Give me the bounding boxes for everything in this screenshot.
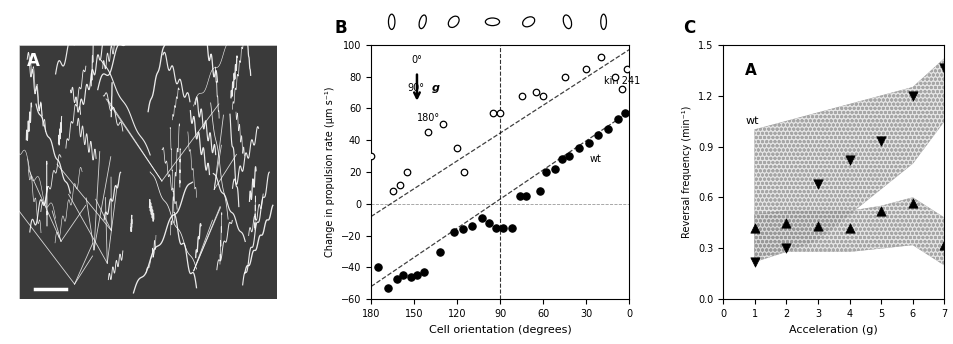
Point: [392, 182, 407, 187]
Text: C: C: [682, 19, 695, 37]
Point: [370, 265, 385, 270]
Point: [456, 169, 472, 175]
Text: kin 241: kin 241: [603, 76, 639, 86]
Point: [590, 133, 605, 138]
Point: [455, 226, 470, 232]
Point: [746, 225, 761, 231]
Text: wt: wt: [589, 154, 600, 164]
Point: [514, 93, 529, 98]
Point: [492, 110, 507, 116]
Point: [380, 286, 395, 291]
Point: [538, 169, 554, 175]
Point: [420, 129, 436, 135]
Y-axis label: Reversal frequency (min⁻¹): Reversal frequency (min⁻¹): [681, 106, 692, 238]
Point: [399, 169, 415, 175]
Point: [528, 90, 543, 95]
Point: [474, 215, 489, 221]
Point: [488, 225, 503, 230]
Point: [485, 110, 500, 116]
Text: 90°: 90°: [407, 83, 423, 93]
Point: [746, 259, 761, 265]
Point: [617, 110, 632, 116]
Point: [532, 188, 547, 194]
Point: [778, 246, 793, 251]
Point: [610, 117, 625, 122]
Point: [904, 93, 920, 98]
Text: 180°: 180°: [416, 113, 439, 123]
Text: A: A: [744, 63, 756, 77]
Text: wt: wt: [744, 116, 758, 126]
Point: [614, 87, 629, 92]
Point: [363, 153, 378, 159]
Point: [449, 146, 464, 151]
Point: [435, 121, 450, 127]
Point: [403, 274, 418, 280]
Point: [512, 193, 527, 198]
Point: [554, 157, 569, 162]
Point: [416, 269, 432, 275]
Point: [599, 126, 615, 132]
Point: [618, 66, 634, 71]
Point: [395, 273, 410, 278]
Point: [409, 273, 424, 278]
Point: [873, 208, 888, 214]
Point: [578, 66, 594, 71]
Point: [561, 153, 577, 159]
Point: [463, 223, 478, 229]
Point: [480, 220, 496, 226]
Text: A: A: [27, 52, 40, 71]
Point: [557, 74, 572, 79]
Text: B: B: [335, 19, 347, 37]
Point: [581, 141, 597, 146]
Point: [432, 249, 447, 254]
Point: [936, 242, 951, 248]
Point: [503, 225, 518, 230]
Point: [904, 200, 920, 205]
Point: [809, 181, 824, 187]
Point: [873, 139, 888, 144]
Point: [446, 230, 461, 235]
Point: [389, 276, 404, 281]
Point: [841, 225, 856, 231]
Point: [809, 224, 824, 229]
Point: [593, 55, 608, 60]
Y-axis label: Change in propulsion rate (μm s⁻¹): Change in propulsion rate (μm s⁻¹): [325, 87, 335, 257]
Point: [517, 193, 533, 198]
Point: [778, 220, 793, 226]
Text: 0°: 0°: [411, 55, 422, 65]
Point: [607, 74, 622, 79]
Point: [841, 157, 856, 163]
Point: [571, 146, 586, 151]
Point: [384, 188, 399, 194]
Point: [936, 66, 951, 71]
X-axis label: Acceleration (g): Acceleration (g): [788, 324, 877, 335]
Text: g: g: [432, 83, 439, 93]
Point: [495, 225, 510, 230]
X-axis label: Cell orientation (degrees): Cell orientation (degrees): [429, 324, 571, 335]
Point: [547, 166, 562, 172]
Point: [535, 93, 550, 98]
